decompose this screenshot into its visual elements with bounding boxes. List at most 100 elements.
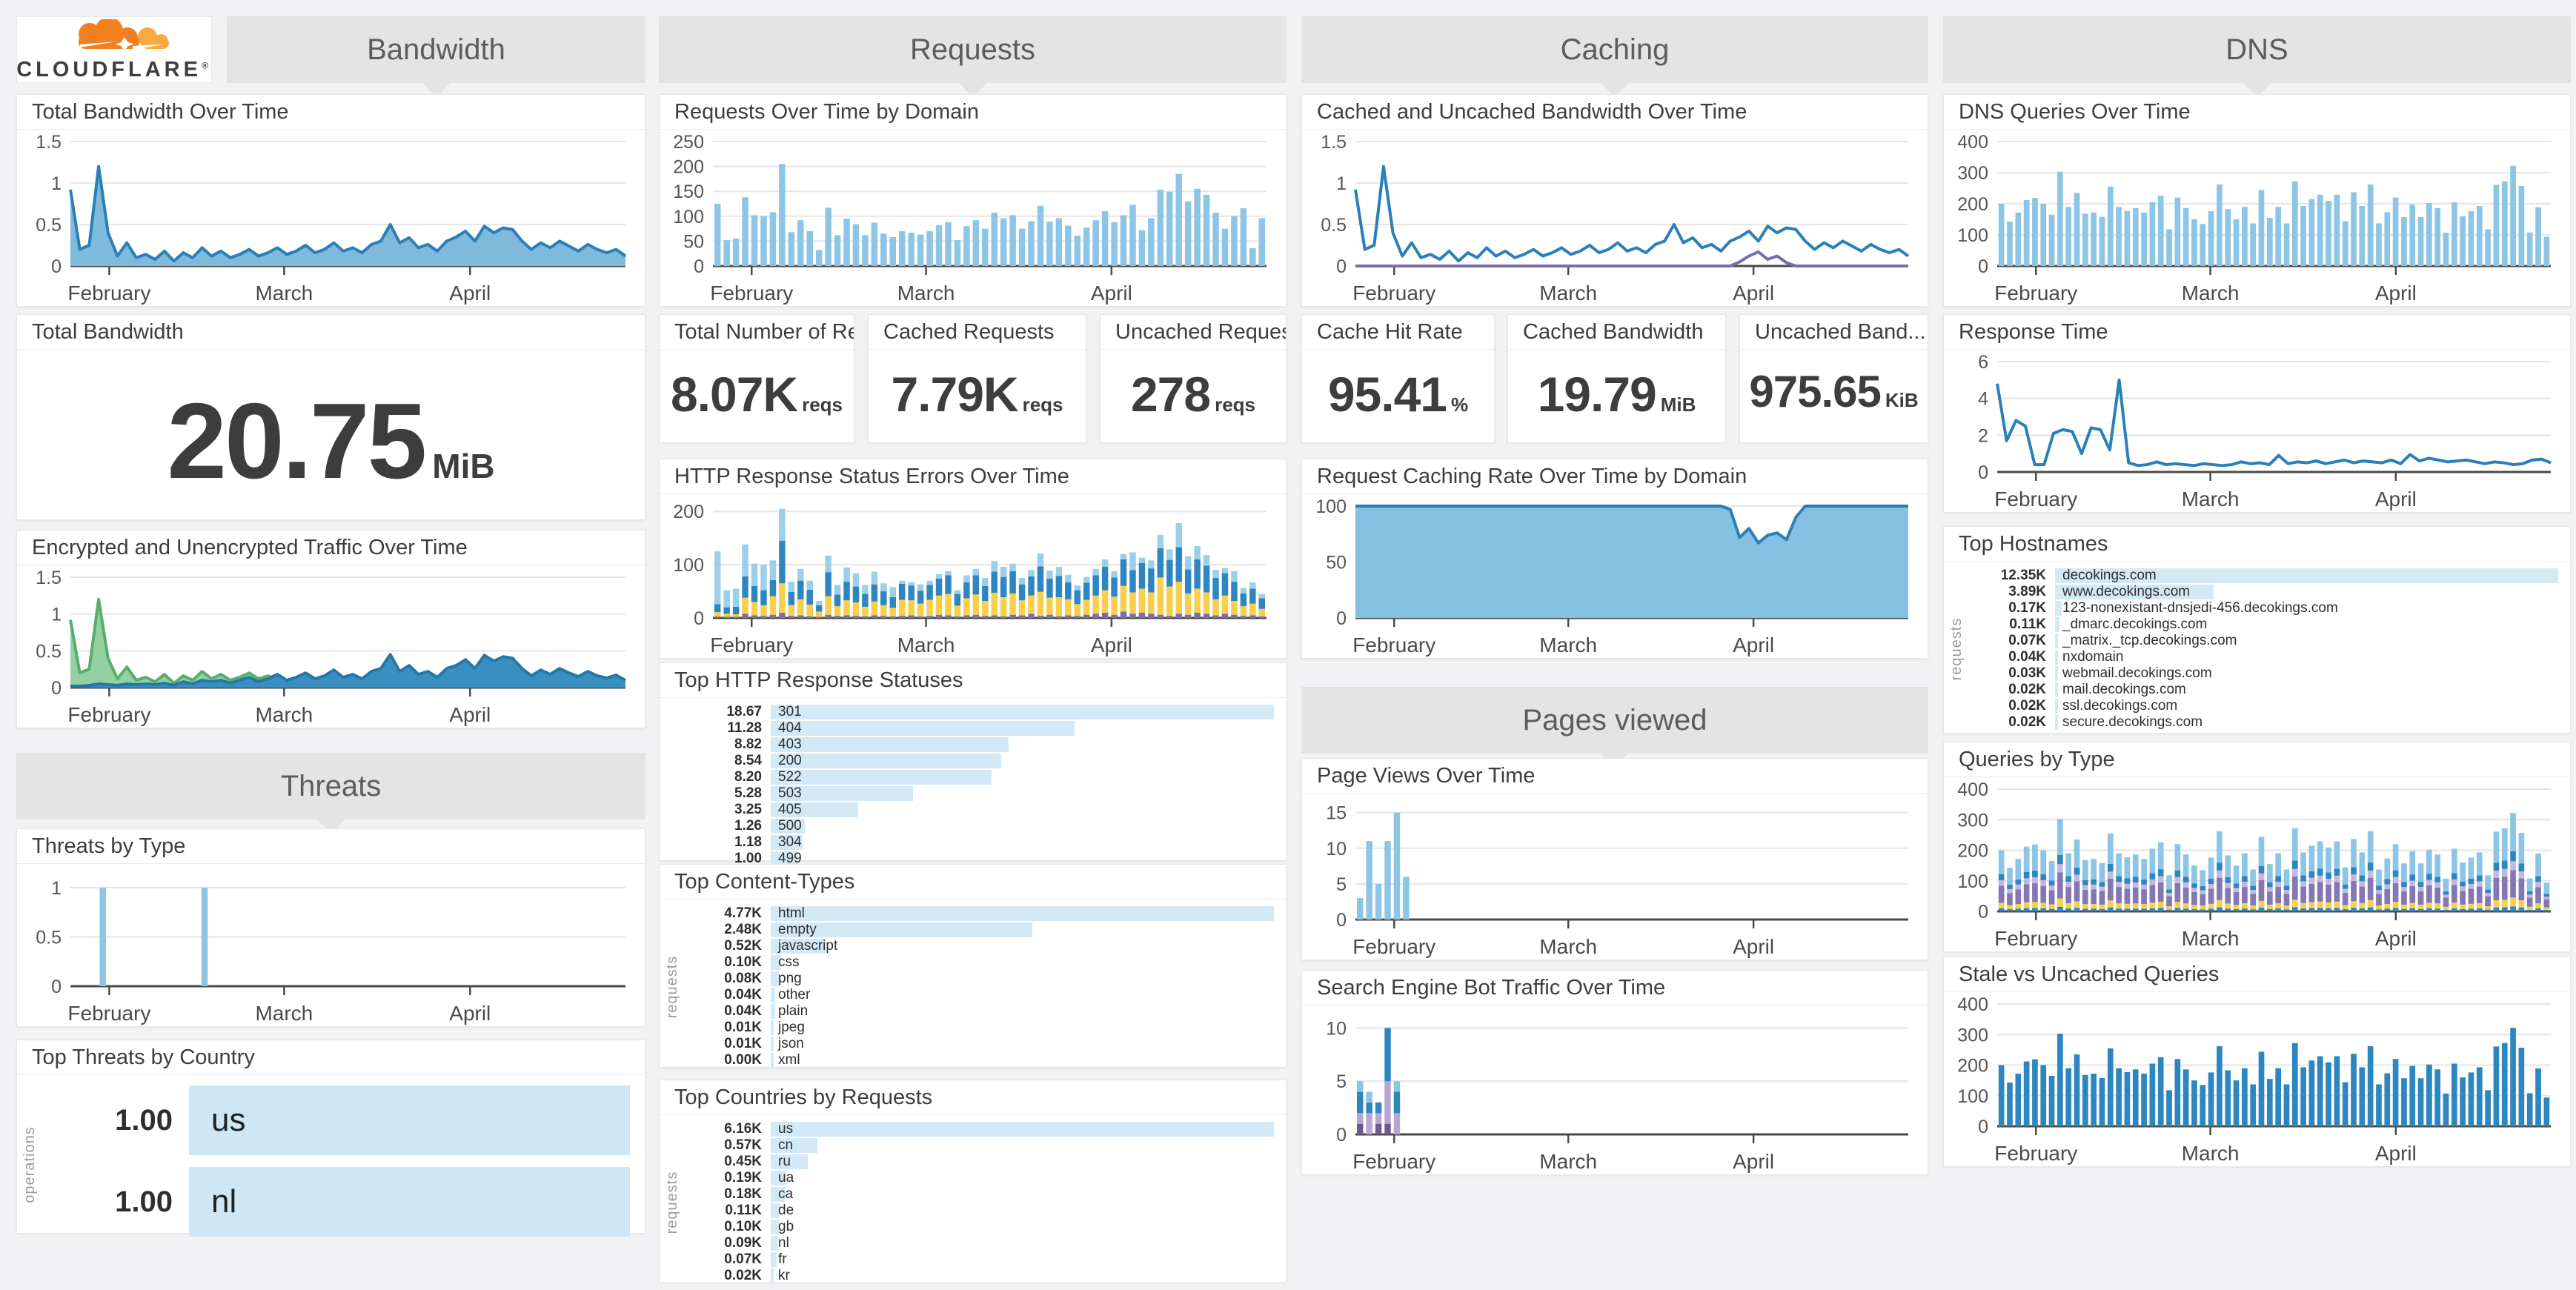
row-bar xyxy=(771,1235,778,1251)
row-label: ssl.decokings.com xyxy=(2062,697,2178,714)
row-value: 4.77K xyxy=(724,905,762,921)
row-value: 5.28 xyxy=(734,785,762,801)
list-row[interactable]: 8.54 200 xyxy=(697,753,1274,768)
svg-text:50: 50 xyxy=(1326,553,1347,573)
svg-text:0: 0 xyxy=(51,256,62,277)
svg-text:1: 1 xyxy=(1336,173,1347,194)
list-row[interactable]: 0.02K kr xyxy=(697,1268,1274,1283)
svg-text:10: 10 xyxy=(1326,839,1347,860)
row-value: 0.11K xyxy=(2009,616,2046,632)
panel-total-bandwidth: Total Bandwidth 20.75 MiB xyxy=(16,314,645,520)
svg-text:6: 6 xyxy=(1978,352,1988,373)
panel-dns-queries: DNS Queries Over Time 0 100 200 300 400 Febru… xyxy=(1943,94,2571,307)
list-row[interactable]: 0.52K javascript xyxy=(697,938,1274,954)
list-row[interactable]: 6.16K us xyxy=(697,1121,1274,1137)
list-row[interactable]: 2.48K empty xyxy=(697,922,1274,937)
list-row[interactable]: 0.01K jpeg xyxy=(697,1020,1274,1035)
list-row[interactable]: 0.17K 123-nonexistant-dnsjedi-456.decokin… xyxy=(1981,600,2558,616)
http-errors-chart[interactable]: 0 100 200 February March April xyxy=(660,494,1286,658)
row-label: ru xyxy=(778,1153,791,1169)
queries-by-type-chart[interactable]: 0 100 200 300 400 February March April xyxy=(1944,777,2570,951)
row-bar xyxy=(771,938,826,954)
total-bandwidth-over-time-chart[interactable]: 0 0.5 1 1.5 February March April xyxy=(17,130,645,306)
list-row[interactable]: 0.03K webmail.decokings.com xyxy=(1981,665,2558,681)
row-value: 0.02K xyxy=(2008,714,2046,730)
list-row[interactable]: 0.57K cn xyxy=(697,1137,1274,1153)
svg-text:February: February xyxy=(67,282,150,305)
response-time-chart[interactable]: 0 2 4 6 February March April xyxy=(1944,350,2570,512)
caching-rate-chart[interactable]: 0 50 100 February March April xyxy=(1302,494,1928,658)
row-bar xyxy=(771,1251,777,1267)
list-row[interactable]: 18.67 301 xyxy=(697,704,1274,719)
list-row[interactable]: 12.35K decokings.com xyxy=(1981,568,2558,583)
svg-text:400: 400 xyxy=(1957,779,1988,800)
page-views-chart[interactable]: 0 5 10 15 February March April xyxy=(1302,794,1928,960)
stat-title: Cached Requests xyxy=(869,315,1086,350)
list-row[interactable]: 0.02K ssl.decokings.com xyxy=(1981,698,2558,714)
list-row[interactable]: 0.19K ua xyxy=(697,1170,1274,1186)
list-row[interactable]: 11.28 404 xyxy=(697,720,1274,736)
row-bar xyxy=(771,971,780,986)
dns-queries-chart[interactable]: 0 100 200 300 400 February March April xyxy=(1944,130,2570,306)
svg-text:April: April xyxy=(449,1002,491,1025)
list-row[interactable]: 0.10K gb xyxy=(697,1219,1274,1234)
stat-unit: KiB xyxy=(1885,389,1919,411)
stat-title: Total Number of Re... xyxy=(660,315,854,350)
list-row[interactable]: 0.18K ca xyxy=(697,1186,1274,1202)
list-row[interactable]: 3.89K www.decokings.com xyxy=(1981,584,2558,599)
svg-text:200: 200 xyxy=(1957,841,1988,862)
panel-title: Threats by Type xyxy=(17,829,645,864)
panel-http-errors: HTTP Response Status Errors Over Time 0 1… xyxy=(659,459,1287,659)
svg-text:250: 250 xyxy=(673,132,704,153)
list-row[interactable]: 0.07K _matrix._tcp.decokings.com xyxy=(1981,633,2558,648)
svg-text:0.5: 0.5 xyxy=(36,927,62,948)
stale-queries-chart[interactable]: 0 100 200 300 400 February March April xyxy=(1944,992,2570,1166)
svg-text:March: March xyxy=(1539,1150,1597,1173)
row-bar xyxy=(2055,633,2058,648)
list-row[interactable]: 0.01K json xyxy=(697,1036,1274,1051)
section-header-threats: Threats xyxy=(16,753,645,819)
encrypted-traffic-chart[interactable]: 0 0.5 1 1.5 February March April xyxy=(17,565,645,728)
list-row[interactable]: 4.77K html xyxy=(697,905,1274,921)
threats-by-type-chart[interactable]: 0 0.5 1 February March April xyxy=(17,864,645,1026)
list-row[interactable]: 1.00 499 xyxy=(697,851,1274,866)
row-label: fr xyxy=(778,1251,787,1267)
stat-card-uncached-bandwidth: Uncached Band... 975.65 KiB xyxy=(1739,314,1928,443)
svg-text:0: 0 xyxy=(51,977,62,997)
list-row[interactable]: 8.20 522 xyxy=(697,769,1274,785)
row-label: secure.decokings.com xyxy=(2062,714,2203,730)
list-row[interactable]: 8.82 403 xyxy=(697,737,1274,752)
cloudflare-cloud-icon xyxy=(79,19,169,51)
y-axis-label: requests xyxy=(1948,617,1965,681)
list-row[interactable]: 0.09K nl xyxy=(697,1235,1274,1251)
row-bar xyxy=(771,1170,786,1186)
panel-title: Page Views Over Time xyxy=(1302,759,1928,794)
list-row[interactable]: 1.00 us xyxy=(62,1085,630,1155)
panel-title: Search Engine Bot Traffic Over Time xyxy=(1302,971,1928,1005)
list-row[interactable]: 0.02K secure.decokings.com xyxy=(1981,714,2558,730)
list-row[interactable]: 5.28 503 xyxy=(697,785,1274,801)
bot-traffic-chart[interactable]: 0 5 10 February March April xyxy=(1302,1005,1928,1174)
list-row[interactable]: 0.04K plain xyxy=(697,1003,1274,1019)
list-row[interactable]: 0.11K _dmarc.decokings.com xyxy=(1981,616,2558,632)
svg-text:1.5: 1.5 xyxy=(36,132,62,153)
list-row[interactable]: 0.04K nxdomain xyxy=(1981,649,2558,665)
list-row[interactable]: 0.00K xml xyxy=(697,1052,1274,1068)
requests-over-time-chart[interactable]: 0 50 100 150 200 250 February March April xyxy=(660,130,1286,306)
list-row[interactable]: 0.11K de xyxy=(697,1203,1274,1218)
list-row[interactable]: 0.45K ru xyxy=(697,1154,1274,1169)
list-row[interactable]: 0.07K fr xyxy=(697,1251,1274,1267)
cached-uncached-bandwidth-chart[interactable]: 0 0.5 1 1.5 February March April xyxy=(1302,130,1928,306)
list-row[interactable]: 1.00 nl xyxy=(62,1167,630,1237)
panel-title: Top Threats by Country xyxy=(17,1040,645,1075)
list-row[interactable]: 1.18 304 xyxy=(697,834,1274,850)
svg-text:200: 200 xyxy=(673,502,704,522)
list-row[interactable]: 0.10K css xyxy=(697,954,1274,970)
list-row[interactable]: 0.04K other xyxy=(697,987,1274,1003)
list-row[interactable]: 3.25 405 xyxy=(697,802,1274,817)
list-row[interactable]: 1.26 500 xyxy=(697,818,1274,834)
list-row[interactable]: 0.08K png xyxy=(697,971,1274,986)
list-row[interactable]: 0.02K mail.decokings.com xyxy=(1981,682,2558,697)
